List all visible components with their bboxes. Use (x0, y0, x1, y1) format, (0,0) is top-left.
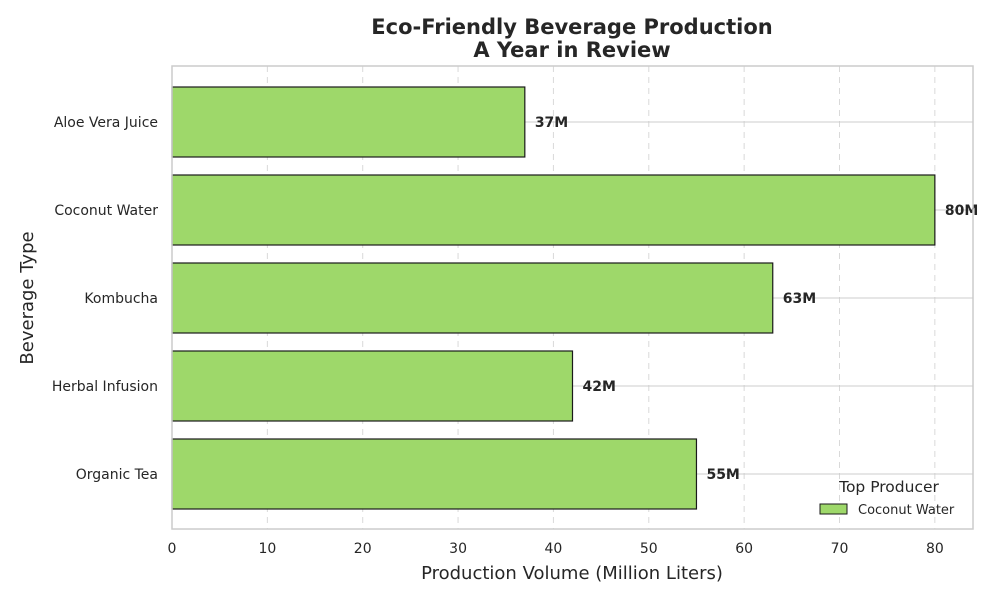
plot-frame (171, 65, 974, 530)
bar (171, 174, 936, 246)
x-axis-label: Production Volume (Million Liters) (421, 563, 723, 584)
x-tick-label: 30 (449, 541, 467, 557)
y-tick-label: Organic Tea (76, 467, 158, 483)
x-tick-label: 40 (545, 541, 563, 557)
y-tick-label: Aloe Vera Juice (54, 115, 158, 131)
chart-title-line2: A Year in Review (473, 38, 670, 62)
bar (171, 438, 698, 510)
x-axis-ticks: 0 10 20 30 40 50 60 70 80 (168, 541, 944, 557)
y-tick-label: Coconut Water (54, 203, 158, 219)
x-tick-label: 80 (926, 541, 944, 557)
x-tick-label: 10 (258, 541, 276, 557)
x-tick-label: 50 (640, 541, 658, 557)
legend-entry-label: Coconut Water (858, 503, 955, 518)
bars (171, 86, 936, 510)
x-tick-label: 0 (168, 541, 177, 557)
y-axis-ticks: Aloe Vera Juice Coconut Water Kombucha Herb… (52, 115, 158, 483)
value-labels: 37M 80M 63M 42M 55M (535, 115, 978, 483)
y-tick-label: Kombucha (84, 291, 158, 307)
bar (171, 350, 574, 422)
x-tick-label: 60 (735, 541, 753, 557)
y-axis-label: Beverage Type (17, 231, 38, 364)
bar (171, 86, 526, 158)
bar-value-label: 42M (583, 379, 616, 395)
bar-value-label: 80M (945, 203, 978, 219)
x-tick-label: 20 (354, 541, 372, 557)
legend: Top Producer Coconut Water (819, 478, 955, 518)
bar-value-label: 37M (535, 115, 568, 131)
x-tick-label: 70 (831, 541, 849, 557)
bar-value-label: 55M (706, 467, 739, 483)
bar-value-label: 63M (783, 291, 816, 307)
chart-title-line1: Eco-Friendly Beverage Production (371, 15, 772, 39)
legend-swatch (819, 503, 848, 515)
y-tick-label: Herbal Infusion (52, 379, 158, 395)
bar (171, 262, 774, 334)
legend-title: Top Producer (838, 478, 939, 496)
